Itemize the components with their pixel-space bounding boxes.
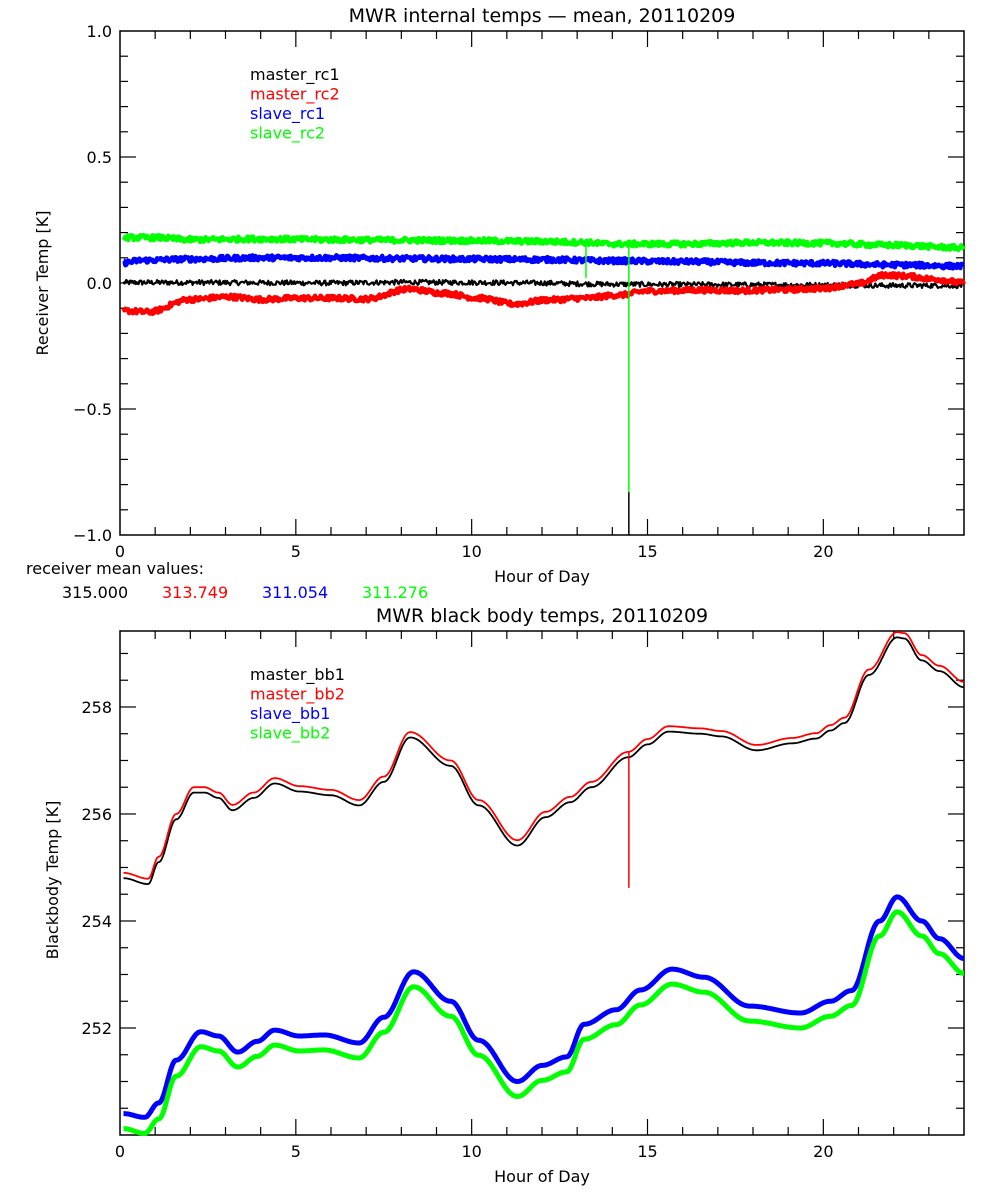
series-lines	[122, 631, 966, 1136]
axis-ticks	[120, 31, 964, 535]
x-tick-label: 5	[291, 1142, 301, 1161]
x-tick-label: 20	[813, 542, 833, 561]
x-axis-label: Hour of Day	[494, 567, 590, 586]
x-tick-label: 10	[461, 1142, 481, 1161]
x-tick-label: 10	[461, 542, 481, 561]
y-tick-label: 256	[81, 805, 112, 824]
y-tick-label: 1.0	[87, 22, 112, 41]
series-line-slave_bb1	[122, 894, 966, 1120]
blackbody-temp-chart: MWR black body temps, 20110209 252 254 256…	[43, 605, 966, 1186]
annotation-value: 313.749	[162, 583, 228, 602]
x-tick-label: 0	[115, 1142, 125, 1161]
y-tick-label: 258	[81, 698, 112, 717]
y-tick-label: 0.0	[87, 274, 112, 293]
x-tick-label: 15	[637, 542, 657, 561]
series-line-master_rc2	[121, 270, 967, 317]
annotation-value: 315.000	[62, 583, 128, 602]
legend-entry-slave_rc2: slave_rc2	[250, 124, 325, 144]
y-tick-labels: 252 254 256 258	[81, 698, 112, 1038]
legend-entry-master_rc1: master_rc1	[250, 65, 340, 85]
x-axis-label: Hour of Day	[494, 1167, 590, 1186]
y-tick-labels: −1.0 −0.5 0.0 0.5 1.0	[73, 22, 112, 545]
y-tick-label: −1.0	[73, 526, 112, 545]
series-line-master_bb1	[123, 636, 965, 885]
y-tick-label: 254	[81, 912, 112, 931]
series-line-master_bb2	[123, 631, 964, 880]
y-tick-label: 252	[81, 1019, 112, 1038]
series-line-slave_bb2	[122, 909, 966, 1136]
x-tick-labels: 0 5 10 15 20	[115, 1142, 834, 1161]
series-line-slave_rc1	[122, 253, 966, 271]
legend-entry-master_rc2: master_rc2	[250, 85, 340, 105]
annotation-value: 311.276	[362, 583, 428, 602]
y-tick-label: 0.5	[87, 148, 112, 167]
x-tick-label: 5	[291, 542, 301, 561]
y-axis-label: Receiver Temp [K]	[33, 210, 52, 355]
x-tick-label: 15	[637, 1142, 657, 1161]
legend-entry-master_bb1: master_bb1	[250, 665, 345, 685]
annotation-value: 311.054	[262, 583, 328, 602]
legend-entry-slave_bb2: slave_bb2	[250, 724, 330, 744]
x-tick-labels: 0 5 10 15 20	[115, 542, 834, 561]
legend-entry-slave_bb1: slave_bb1	[250, 704, 330, 724]
y-axis-label: Blackbody Temp [K]	[43, 801, 62, 960]
x-tick-label: 20	[813, 1142, 833, 1161]
legend-entry-master_bb2: master_bb2	[250, 685, 345, 705]
y-tick-label: −0.5	[73, 400, 112, 419]
chart-title: MWR internal temps — mean, 20110209	[349, 5, 736, 27]
legend-entry-slave_rc1: slave_rc1	[250, 104, 325, 124]
annotation-label: receiver mean values:	[26, 559, 204, 578]
receiver-temp-chart: MWR internal temps — mean, 20110209 −1.0…	[26, 5, 967, 602]
chart-title: MWR black body temps, 20110209	[376, 605, 708, 627]
series-line-slave_rc2	[121, 233, 966, 253]
series-lines	[121, 233, 967, 535]
x-tick-label: 0	[115, 542, 125, 561]
annotation-values: 315.000 313.749 311.054 311.276	[62, 583, 428, 602]
